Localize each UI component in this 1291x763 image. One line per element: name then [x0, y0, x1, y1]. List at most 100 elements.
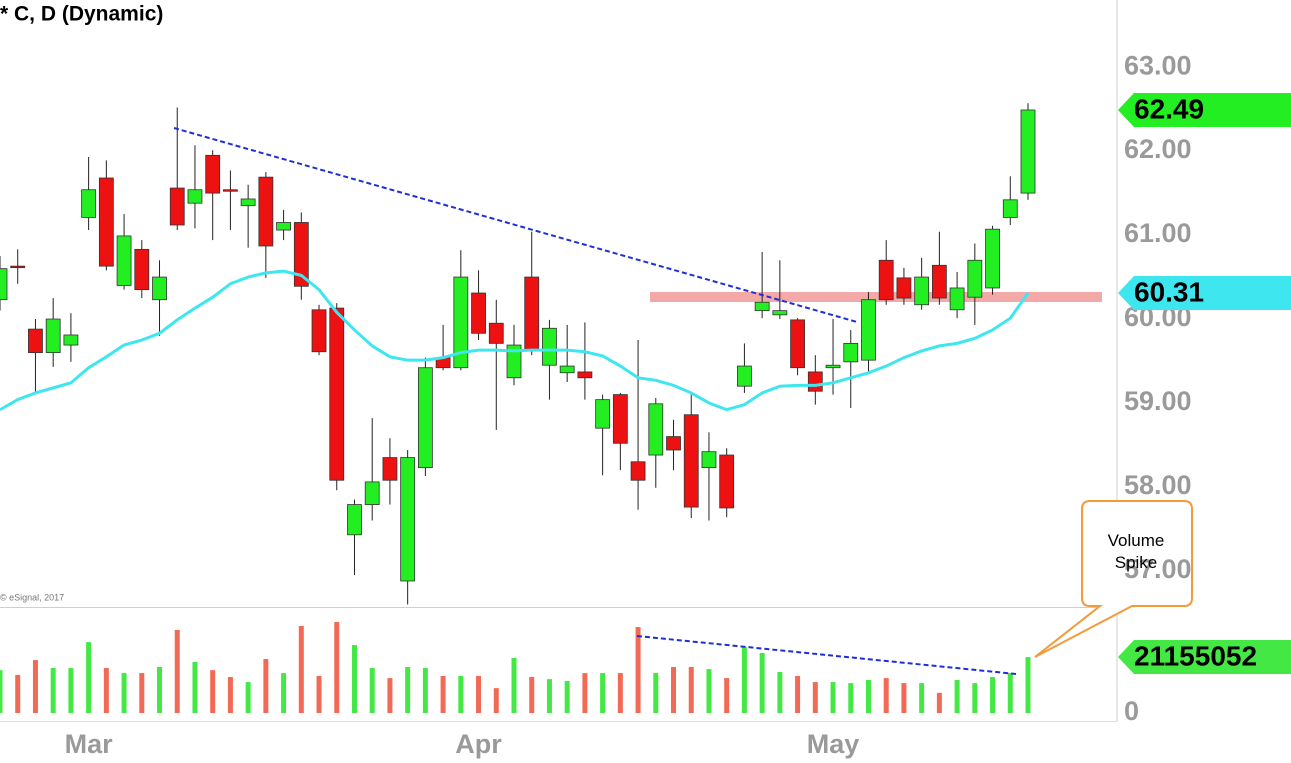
y-tick-label: 61.00	[1124, 218, 1192, 248]
last-value-label: 21155052	[1134, 640, 1257, 671]
candle-body	[914, 276, 930, 306]
volume-bar	[139, 673, 145, 713]
chart-title: * C, D (Dynamic)	[0, 3, 163, 26]
volume-bar	[387, 678, 393, 713]
y-tick-label: 0	[1124, 696, 1139, 726]
candle-body	[311, 309, 327, 353]
volume-bar	[546, 679, 552, 713]
x-tick-label: May	[807, 729, 860, 759]
volume-bar	[86, 642, 92, 713]
plot-area	[0, 103, 1036, 713]
volume-bar	[812, 682, 818, 713]
candle-body	[985, 228, 1000, 289]
y-tick-label: 62.00	[1124, 134, 1192, 164]
x-tick-label: Apr	[455, 729, 502, 759]
candle-body	[683, 414, 699, 508]
volume-bar	[848, 683, 854, 713]
volume-bar	[671, 666, 677, 713]
candle-body	[878, 259, 894, 301]
volume-bar	[1007, 673, 1013, 713]
volume-bar	[564, 680, 570, 713]
candle-body	[524, 276, 540, 351]
volume-bar	[369, 668, 375, 713]
candle-body	[152, 276, 167, 301]
volume-bar	[121, 673, 127, 713]
volume-bar	[972, 683, 978, 713]
volume-bar	[50, 668, 56, 713]
volume-bar	[192, 661, 198, 713]
volume-bar	[990, 677, 996, 713]
volume-bar	[635, 627, 641, 713]
volume-bar	[157, 666, 163, 713]
candle-body	[364, 481, 380, 505]
candle-body	[754, 301, 770, 312]
candle-body	[10, 265, 26, 269]
volume-bar	[919, 683, 925, 713]
volume-bar	[883, 678, 889, 713]
volume-bar	[901, 683, 907, 713]
volume-bar	[865, 679, 871, 713]
candle-body	[612, 394, 628, 444]
volume-bar	[68, 668, 74, 713]
volume-bar	[759, 652, 765, 713]
volume-bar	[227, 677, 233, 713]
candle-body	[400, 457, 416, 582]
candle-body	[577, 371, 593, 379]
volume-bar	[706, 669, 712, 713]
volume-bar	[281, 673, 287, 713]
volume-bar	[32, 660, 38, 713]
candle-body	[116, 235, 132, 286]
candle-body	[559, 365, 575, 374]
candle-body	[276, 222, 291, 231]
volume-bar	[334, 622, 340, 713]
volume-bar	[777, 672, 783, 713]
candle-body	[931, 264, 947, 299]
candle-body	[595, 399, 611, 429]
candle-body	[0, 268, 8, 301]
volume-bar	[493, 688, 499, 713]
y-tick-label: 58.00	[1124, 470, 1192, 500]
volume-bar	[511, 657, 517, 713]
price-trendline	[173, 127, 858, 323]
callout-text: Volume Spike	[1107, 531, 1165, 572]
candle-body	[488, 322, 504, 344]
callout-box	[1034, 500, 1193, 658]
volume-bar	[476, 675, 482, 713]
candle-body	[1020, 109, 1036, 194]
last-value-tag	[1118, 640, 1291, 675]
resistance-band	[650, 292, 1102, 302]
volume-bar	[298, 625, 304, 713]
candle-body	[701, 451, 717, 469]
volume-bar	[795, 675, 801, 713]
volume-trendline	[636, 635, 1017, 675]
candle-body	[205, 154, 221, 194]
candle-body	[790, 319, 805, 369]
y-tick-label: 63.00	[1124, 50, 1192, 80]
volume-bar	[0, 670, 3, 713]
candle-body	[967, 259, 983, 298]
volume-bar	[351, 645, 357, 713]
volume-bar	[245, 682, 251, 713]
volume-bar	[582, 673, 588, 713]
volume-bar	[210, 670, 216, 713]
volume-bar	[316, 675, 322, 713]
volume-bar	[103, 668, 109, 713]
volume-bar	[954, 679, 960, 713]
volume-bar	[263, 659, 269, 713]
last-value-tag	[1118, 276, 1291, 311]
candle-body	[453, 276, 469, 369]
volume-bar	[600, 673, 606, 713]
candle-body	[63, 334, 79, 346]
candle-body	[347, 504, 362, 536]
candle-body	[134, 248, 150, 291]
last-value-tag	[1118, 92, 1291, 127]
last-value-label: 60.31	[1134, 276, 1204, 307]
volume-bar	[688, 666, 694, 713]
y-tick-label: 57.00	[1124, 554, 1192, 584]
candle-body	[382, 457, 398, 481]
last-value-label: 62.49	[1134, 93, 1204, 124]
y-tick-label: 59.00	[1124, 386, 1192, 416]
candle-body	[719, 454, 735, 509]
candle-body	[293, 222, 309, 287]
